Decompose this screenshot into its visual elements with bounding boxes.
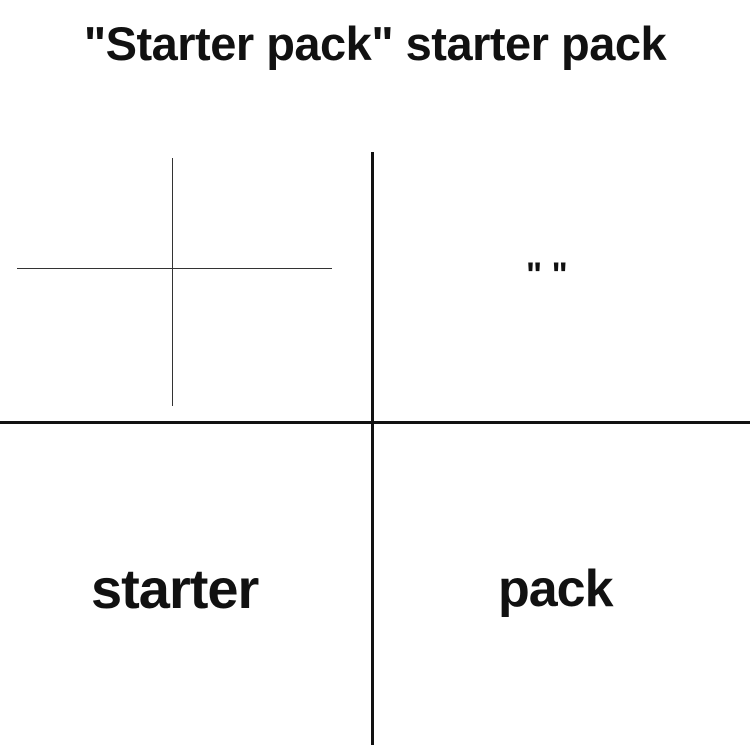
- plus-vertical-stroke: [172, 158, 173, 406]
- panel-bottom-right-word: pack: [498, 560, 614, 618]
- panel-bottom-left-word: starter: [91, 557, 259, 620]
- panel-top-right-quotes: " ": [526, 256, 568, 294]
- meme-title: "Starter pack" starter pack: [83, 17, 667, 70]
- grid-horizontal-divider: [0, 421, 750, 424]
- grid-vertical-divider: [371, 152, 374, 745]
- plus-horizontal-stroke: [17, 268, 332, 269]
